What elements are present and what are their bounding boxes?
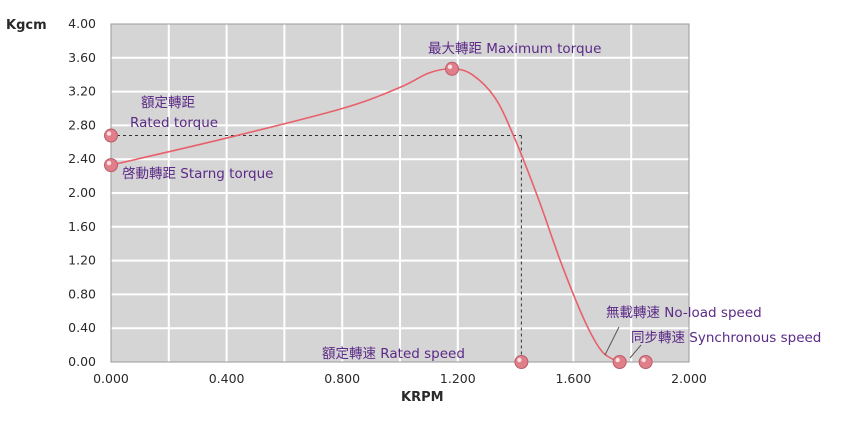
marker-highlight	[517, 357, 522, 363]
x-tick-label: 2.000	[671, 371, 707, 386]
annotation-starting-torque: 啓動轉距 Starng torque	[122, 166, 273, 182]
marker-dot	[104, 128, 118, 143]
y-tick-label: 0.40	[68, 320, 96, 335]
marker-no-load-speed	[612, 355, 627, 369]
y-tick-label: 3.20	[68, 84, 96, 99]
marker-maximum-torque	[445, 61, 460, 76]
x-tick-label: 1.600	[556, 371, 592, 386]
marker-highlight	[447, 64, 453, 69]
x-tick-label: 0.000	[93, 371, 129, 386]
marker-dot	[612, 355, 627, 369]
annotation-synchronous-speed: 同步轉速 Synchronous speed	[631, 330, 821, 346]
marker-dot	[104, 158, 118, 173]
marker-synchronous-speed	[638, 355, 653, 369]
marker-highlight	[641, 357, 646, 363]
marker-highlight	[615, 357, 620, 363]
annotations: 最大轉距 Maximum torque 額定轉距 Rated torque 啓動…	[122, 41, 821, 362]
annotation-no-load-speed: 無載轉速 No-load speed	[606, 305, 762, 321]
marker-dot	[638, 355, 653, 369]
annotation-max-torque: 最大轉距 Maximum torque	[428, 41, 601, 57]
y-tick-label: 2.00	[68, 185, 96, 200]
y-tick-labels: 4.00 3.60 3.20 2.80 2.40 2.00 1.60 1.20 0.80 0.40…	[68, 16, 96, 369]
torque-curve	[110, 67, 621, 363]
annotation-rated-torque-cn: 額定轉距	[141, 95, 195, 111]
marker-highlight	[106, 131, 112, 136]
y-tick-label: 2.40	[68, 151, 96, 166]
annotation-rated-speed: 額定轉速 Rated speed	[322, 346, 465, 362]
x-tick-labels: 0.000 0.400 0.800 1.200 1.600 2.000	[93, 371, 707, 386]
marker-rated-torque	[104, 128, 118, 143]
y-tick-label: 0.00	[68, 354, 96, 369]
marker-rated-speed	[514, 355, 529, 369]
marker-starting-torque	[104, 158, 118, 173]
y-tick-label: 1.20	[68, 253, 96, 268]
y-tick-label: 4.00	[68, 16, 96, 31]
marker-highlight	[106, 160, 112, 166]
y-tick-label: 1.60	[68, 219, 96, 234]
marker-dot	[514, 355, 529, 369]
y-tick-label: 3.60	[68, 50, 96, 65]
y-tick-label: 2.80	[68, 117, 96, 132]
annotation-rated-torque-en: Rated torque	[130, 115, 218, 131]
x-tick-label: 0.400	[209, 371, 245, 386]
plot-frame	[110, 23, 690, 363]
x-tick-label: 0.800	[324, 371, 360, 386]
synchronous-leader-line	[629, 344, 642, 359]
y-tick-label: 0.80	[68, 286, 96, 301]
no-load-leader-line	[604, 326, 620, 356]
marker-dot	[445, 61, 460, 76]
x-tick-label: 1.200	[440, 371, 476, 386]
y-axis-title: Kgcm	[6, 18, 47, 33]
x-axis-title: KRPM	[401, 390, 444, 405]
plot-area	[104, 23, 690, 369]
